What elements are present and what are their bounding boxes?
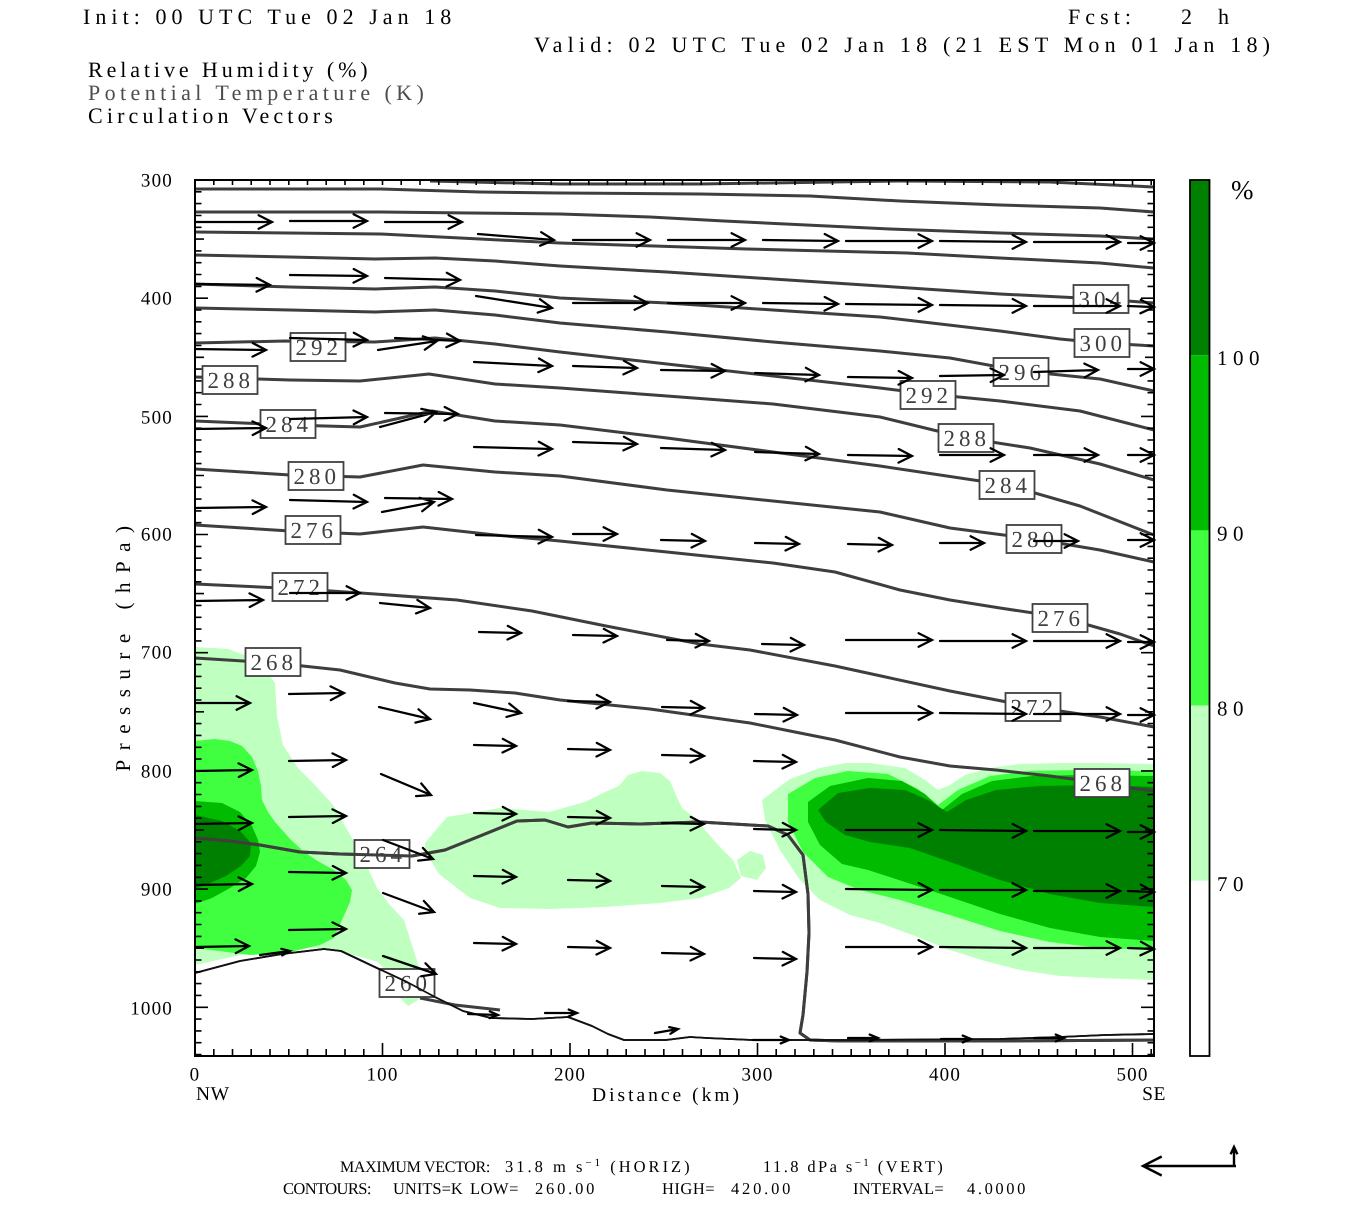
svg-text:100: 100 <box>366 1065 398 1086</box>
svg-text:Fcst:: Fcst: <box>1068 4 1136 29</box>
svg-text:CONTOURS:: CONTOURS: <box>283 1179 371 1198</box>
svg-text:292: 292 <box>906 383 953 408</box>
svg-text:11.8 dPa s−1 (VERT): 11.8 dPa s−1 (VERT) <box>763 1157 945 1176</box>
svg-text:276: 276 <box>291 518 338 543</box>
svg-text:HIGH=: HIGH= <box>662 1179 715 1198</box>
svg-text:0: 0 <box>190 1065 201 1086</box>
svg-text:300: 300 <box>741 1065 773 1086</box>
svg-text:Valid: 02 UTC Tue 02 Jan 18 (2: Valid: 02 UTC Tue 02 Jan 18 (21 EST Mon … <box>534 32 1275 57</box>
svg-text:4.0000: 4.0000 <box>967 1179 1028 1198</box>
svg-text:288: 288 <box>208 368 255 393</box>
svg-text:284: 284 <box>985 473 1032 498</box>
svg-text:284: 284 <box>266 412 313 437</box>
svg-text:2: 2 <box>1181 4 1192 29</box>
svg-text:500: 500 <box>141 408 173 429</box>
svg-text:280: 280 <box>294 464 341 489</box>
svg-text:272: 272 <box>278 575 325 600</box>
svg-text:800: 800 <box>141 762 173 783</box>
svg-text:400: 400 <box>929 1065 961 1086</box>
svg-text:MAXIMUM VECTOR:: MAXIMUM VECTOR: <box>340 1159 490 1176</box>
svg-text:268: 268 <box>251 650 298 675</box>
svg-text:700: 700 <box>141 643 173 664</box>
svg-text:1000: 1000 <box>130 999 173 1020</box>
svg-text:Potential Temperature (K): Potential Temperature (K) <box>88 80 428 105</box>
svg-text:70: 70 <box>1217 872 1249 896</box>
svg-text:420.00: 420.00 <box>731 1179 793 1198</box>
svg-text:LOW=: LOW= <box>470 1179 519 1198</box>
svg-text:500: 500 <box>1116 1065 1148 1086</box>
svg-text:31.8 m s−1 (HORIZ): 31.8 m s−1 (HORIZ) <box>505 1157 693 1176</box>
svg-text:Init: 00 UTC Tue 02 Jan 18: Init: 00 UTC Tue 02 Jan 18 <box>83 4 456 29</box>
svg-text:272: 272 <box>1011 695 1058 720</box>
svg-text:900: 900 <box>141 880 173 901</box>
svg-text:Pressure (hPa): Pressure (hPa) <box>111 517 135 772</box>
svg-text:h: h <box>1218 4 1229 29</box>
svg-text:100: 100 <box>1217 346 1265 370</box>
svg-text:300: 300 <box>141 171 173 192</box>
svg-text:UNITS=K: UNITS=K <box>393 1179 463 1198</box>
svg-text:276: 276 <box>1038 606 1085 631</box>
svg-text:INTERVAL=: INTERVAL= <box>853 1179 944 1198</box>
svg-text:288: 288 <box>944 426 991 451</box>
svg-text:280: 280 <box>1012 527 1059 552</box>
svg-text:600: 600 <box>141 525 173 546</box>
svg-text:260.00: 260.00 <box>535 1179 597 1198</box>
svg-text:300: 300 <box>1080 331 1127 356</box>
svg-text:NW: NW <box>196 1084 230 1105</box>
svg-text:80: 80 <box>1217 697 1249 721</box>
svg-text:200: 200 <box>554 1065 586 1086</box>
svg-text:%: % <box>1231 175 1255 205</box>
svg-text:SE: SE <box>1142 1084 1166 1105</box>
svg-text:268: 268 <box>1080 771 1127 796</box>
svg-text:Circulation Vectors: Circulation Vectors <box>88 103 337 128</box>
svg-text:Distance (km): Distance (km) <box>592 1085 742 1106</box>
svg-text:400: 400 <box>141 289 173 310</box>
svg-text:90: 90 <box>1217 521 1249 545</box>
svg-text:Relative Humidity (%): Relative Humidity (%) <box>88 57 372 82</box>
